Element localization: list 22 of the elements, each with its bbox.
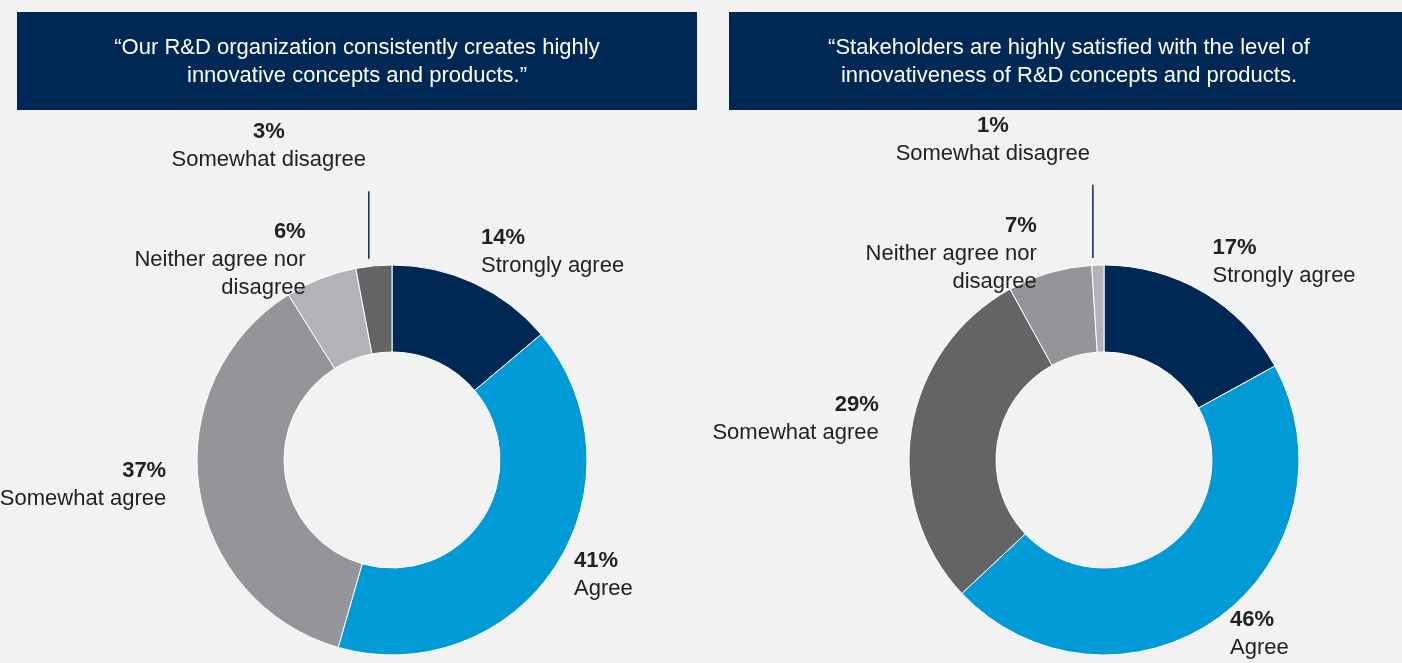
chart-title: “Stakeholders are highly satisfied with the level of innovativeness of R&D concepts and products. <box>729 12 1402 110</box>
data-label: 37% <box>121 456 167 485</box>
data-label: 41% <box>574 546 620 575</box>
data-label: 6% <box>272 217 306 246</box>
slice-label: Somewhat disagree <box>170 145 368 174</box>
data-label: 14% <box>481 222 527 251</box>
slice-label: Strongly agree <box>481 250 626 279</box>
slice-label: Somewhat disagree <box>894 138 1092 167</box>
data-label: 17% <box>1212 233 1258 262</box>
slice-label: Neither agree nor disagree <box>133 245 306 302</box>
slice-label: Somewhat agree <box>711 418 879 447</box>
slice-label: Neither agree nor disagree <box>864 238 1037 295</box>
chart-title: “Our R&D organization consistently creates highly innovative concepts and products.” <box>17 12 697 110</box>
slice-label: Agree <box>1230 633 1290 662</box>
slice-label: Agree <box>574 574 634 603</box>
data-label: 29% <box>833 390 879 419</box>
slice-label: Somewhat agree <box>0 484 167 513</box>
data-label: 1% <box>975 110 1010 139</box>
data-label: 46% <box>1230 605 1276 634</box>
data-label: 3% <box>251 117 286 146</box>
slice-label: Strongly agree <box>1212 261 1357 290</box>
data-label: 7% <box>1004 210 1037 239</box>
